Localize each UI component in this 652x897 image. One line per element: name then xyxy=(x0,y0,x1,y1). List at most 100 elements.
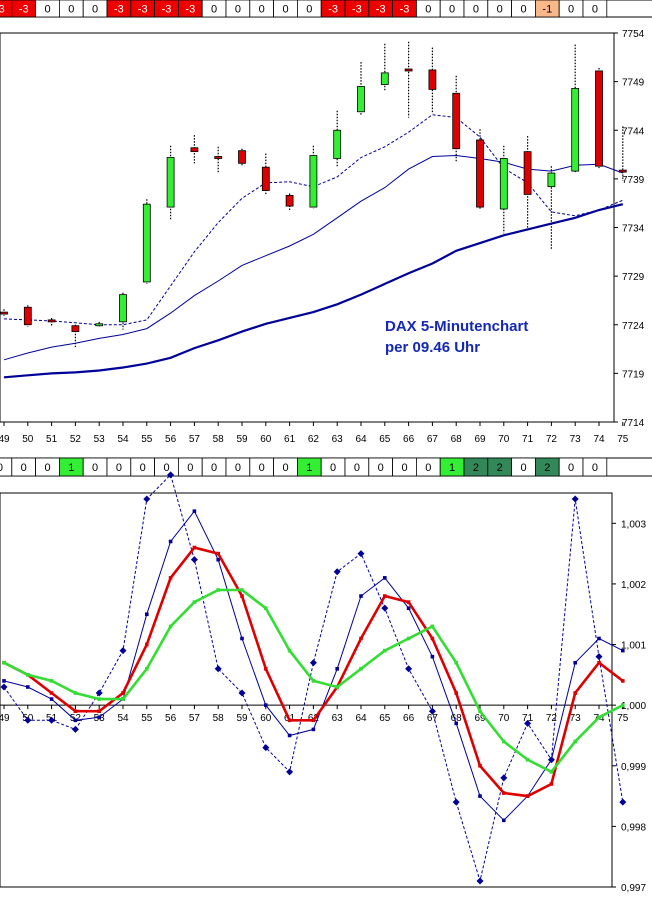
price-y-tick-label: 7719 xyxy=(622,369,645,380)
osc-x-tick-label: 75 xyxy=(617,713,629,724)
candle-body xyxy=(261,166,270,191)
osc-x-tick-label: 67 xyxy=(427,713,439,724)
osc-point xyxy=(2,679,6,683)
osc-x-tick-label: 55 xyxy=(141,713,153,724)
price-y-tick-label: 7744 xyxy=(622,126,645,137)
top-row-cell-value: 0 xyxy=(235,4,241,16)
mid-row-cell-value: 0 xyxy=(425,462,431,474)
osc-x-tick-label: 70 xyxy=(498,713,510,724)
candle-body xyxy=(166,157,175,208)
osc-point xyxy=(597,660,601,665)
candle-body xyxy=(47,319,56,323)
osc-x-tick-label: 59 xyxy=(236,713,248,724)
mid-row-cell-value: 0 xyxy=(92,462,98,474)
osc-point xyxy=(287,648,292,653)
price-x-tick-label: 53 xyxy=(94,434,106,445)
price-x-tick-label: 63 xyxy=(332,434,344,445)
price-y-tick-label: 7739 xyxy=(622,175,645,186)
candle-body xyxy=(428,69,437,90)
osc-y-tick-label: 1,003 xyxy=(621,519,646,530)
osc-point xyxy=(335,666,339,671)
top-row-cell-value: -3 xyxy=(19,4,29,16)
osc-point xyxy=(597,636,601,641)
osc-point xyxy=(49,679,54,683)
osc-point xyxy=(549,770,554,774)
osc-point xyxy=(97,709,101,714)
osc-point xyxy=(311,727,316,732)
osc-point xyxy=(238,689,246,697)
price-ma-line-1 xyxy=(3,114,623,326)
middle-signal-row: 0 0 0 1 0 0 0 0 0 0 0 0 0 1 0 0 0 0 0 1 2 2 0 2 0 0 xyxy=(0,457,652,477)
osc-point xyxy=(502,818,506,823)
candle-body xyxy=(23,306,32,326)
top-signal-row: -3 -3 0 0 0 -3 -3 -3 -3 0 0 0 0 0 -3 -3 -3 -3 0 0 0 0 0 -1 0 0 xyxy=(0,0,652,18)
top-row-cell-value: 0 xyxy=(497,4,503,16)
osc-x-tick-label: 72 xyxy=(546,713,558,724)
mid-row-cell-value: 0 xyxy=(163,462,169,474)
osc-point xyxy=(240,588,244,592)
price-y-tick-label: 7754 xyxy=(622,29,645,40)
osc-point xyxy=(168,624,173,629)
osc-point xyxy=(121,691,125,695)
price-x-tick-label: 58 xyxy=(213,434,225,445)
osc-point xyxy=(549,782,554,786)
mid-row-cell-value: 0 xyxy=(0,462,3,474)
osc-point xyxy=(26,673,30,677)
osc-point xyxy=(192,600,197,604)
candle-body xyxy=(404,68,413,72)
osc-point xyxy=(73,709,78,714)
osc-point xyxy=(311,718,316,723)
osc-point xyxy=(287,733,292,738)
osc-point xyxy=(145,666,149,671)
mid-row-cell-value: 0 xyxy=(211,462,217,474)
candle-body xyxy=(618,169,627,173)
top-row-cell xyxy=(582,0,608,18)
osc-point xyxy=(597,715,601,720)
osc-x-tick-label: 57 xyxy=(189,713,201,724)
mid-row-cell-value: 1 xyxy=(68,462,74,474)
top-row-cell-value: 0 xyxy=(282,4,288,16)
osc-point xyxy=(335,685,339,689)
top-row-cell-value: -3 xyxy=(400,4,410,16)
price-x-tick-label: 68 xyxy=(451,434,463,445)
osc-point xyxy=(454,691,458,695)
mid-row-cell-value: 0 xyxy=(401,462,407,474)
osc-point xyxy=(24,716,32,724)
osc-point xyxy=(573,739,577,744)
price-x-tick-label: 72 xyxy=(546,434,558,445)
osc-point xyxy=(406,606,411,610)
osc-point xyxy=(287,718,292,723)
mid-row-cell-value: 0 xyxy=(21,462,27,474)
price-x-tick-label: 62 xyxy=(308,434,320,445)
top-row-cell-value: -1 xyxy=(542,4,552,16)
osc-point xyxy=(216,557,220,562)
price-x-tick-label: 55 xyxy=(141,434,153,445)
candle-body xyxy=(523,151,532,195)
price-x-tick-label: 71 xyxy=(522,434,534,445)
top-row-cell-value: -3 xyxy=(138,4,148,16)
osc-point xyxy=(381,604,389,612)
osc-point xyxy=(359,594,363,598)
osc-point xyxy=(549,757,554,762)
candle-body xyxy=(333,129,342,159)
osc-point xyxy=(383,648,387,653)
osc-point xyxy=(73,691,78,695)
price-x-tick-label: 66 xyxy=(403,434,415,445)
osc-point xyxy=(619,798,627,806)
mid-row-cell-value: 0 xyxy=(378,462,384,474)
osc-point xyxy=(621,679,625,683)
osc-x-tick-label: 54 xyxy=(117,713,129,724)
top-row-cell-value: 0 xyxy=(211,4,217,16)
osc-point xyxy=(0,683,8,691)
top-row-cell-value: -3 xyxy=(114,4,124,16)
osc-point xyxy=(2,660,6,665)
osc-point xyxy=(264,606,268,610)
osc-point xyxy=(49,691,54,695)
candle-body xyxy=(499,158,508,210)
candle-body xyxy=(285,195,294,207)
top-row-cell-value: 0 xyxy=(425,4,431,16)
osc-point xyxy=(240,594,244,598)
candle-body xyxy=(571,88,580,172)
mid-row-cell xyxy=(582,457,608,477)
osc-point xyxy=(571,495,579,503)
